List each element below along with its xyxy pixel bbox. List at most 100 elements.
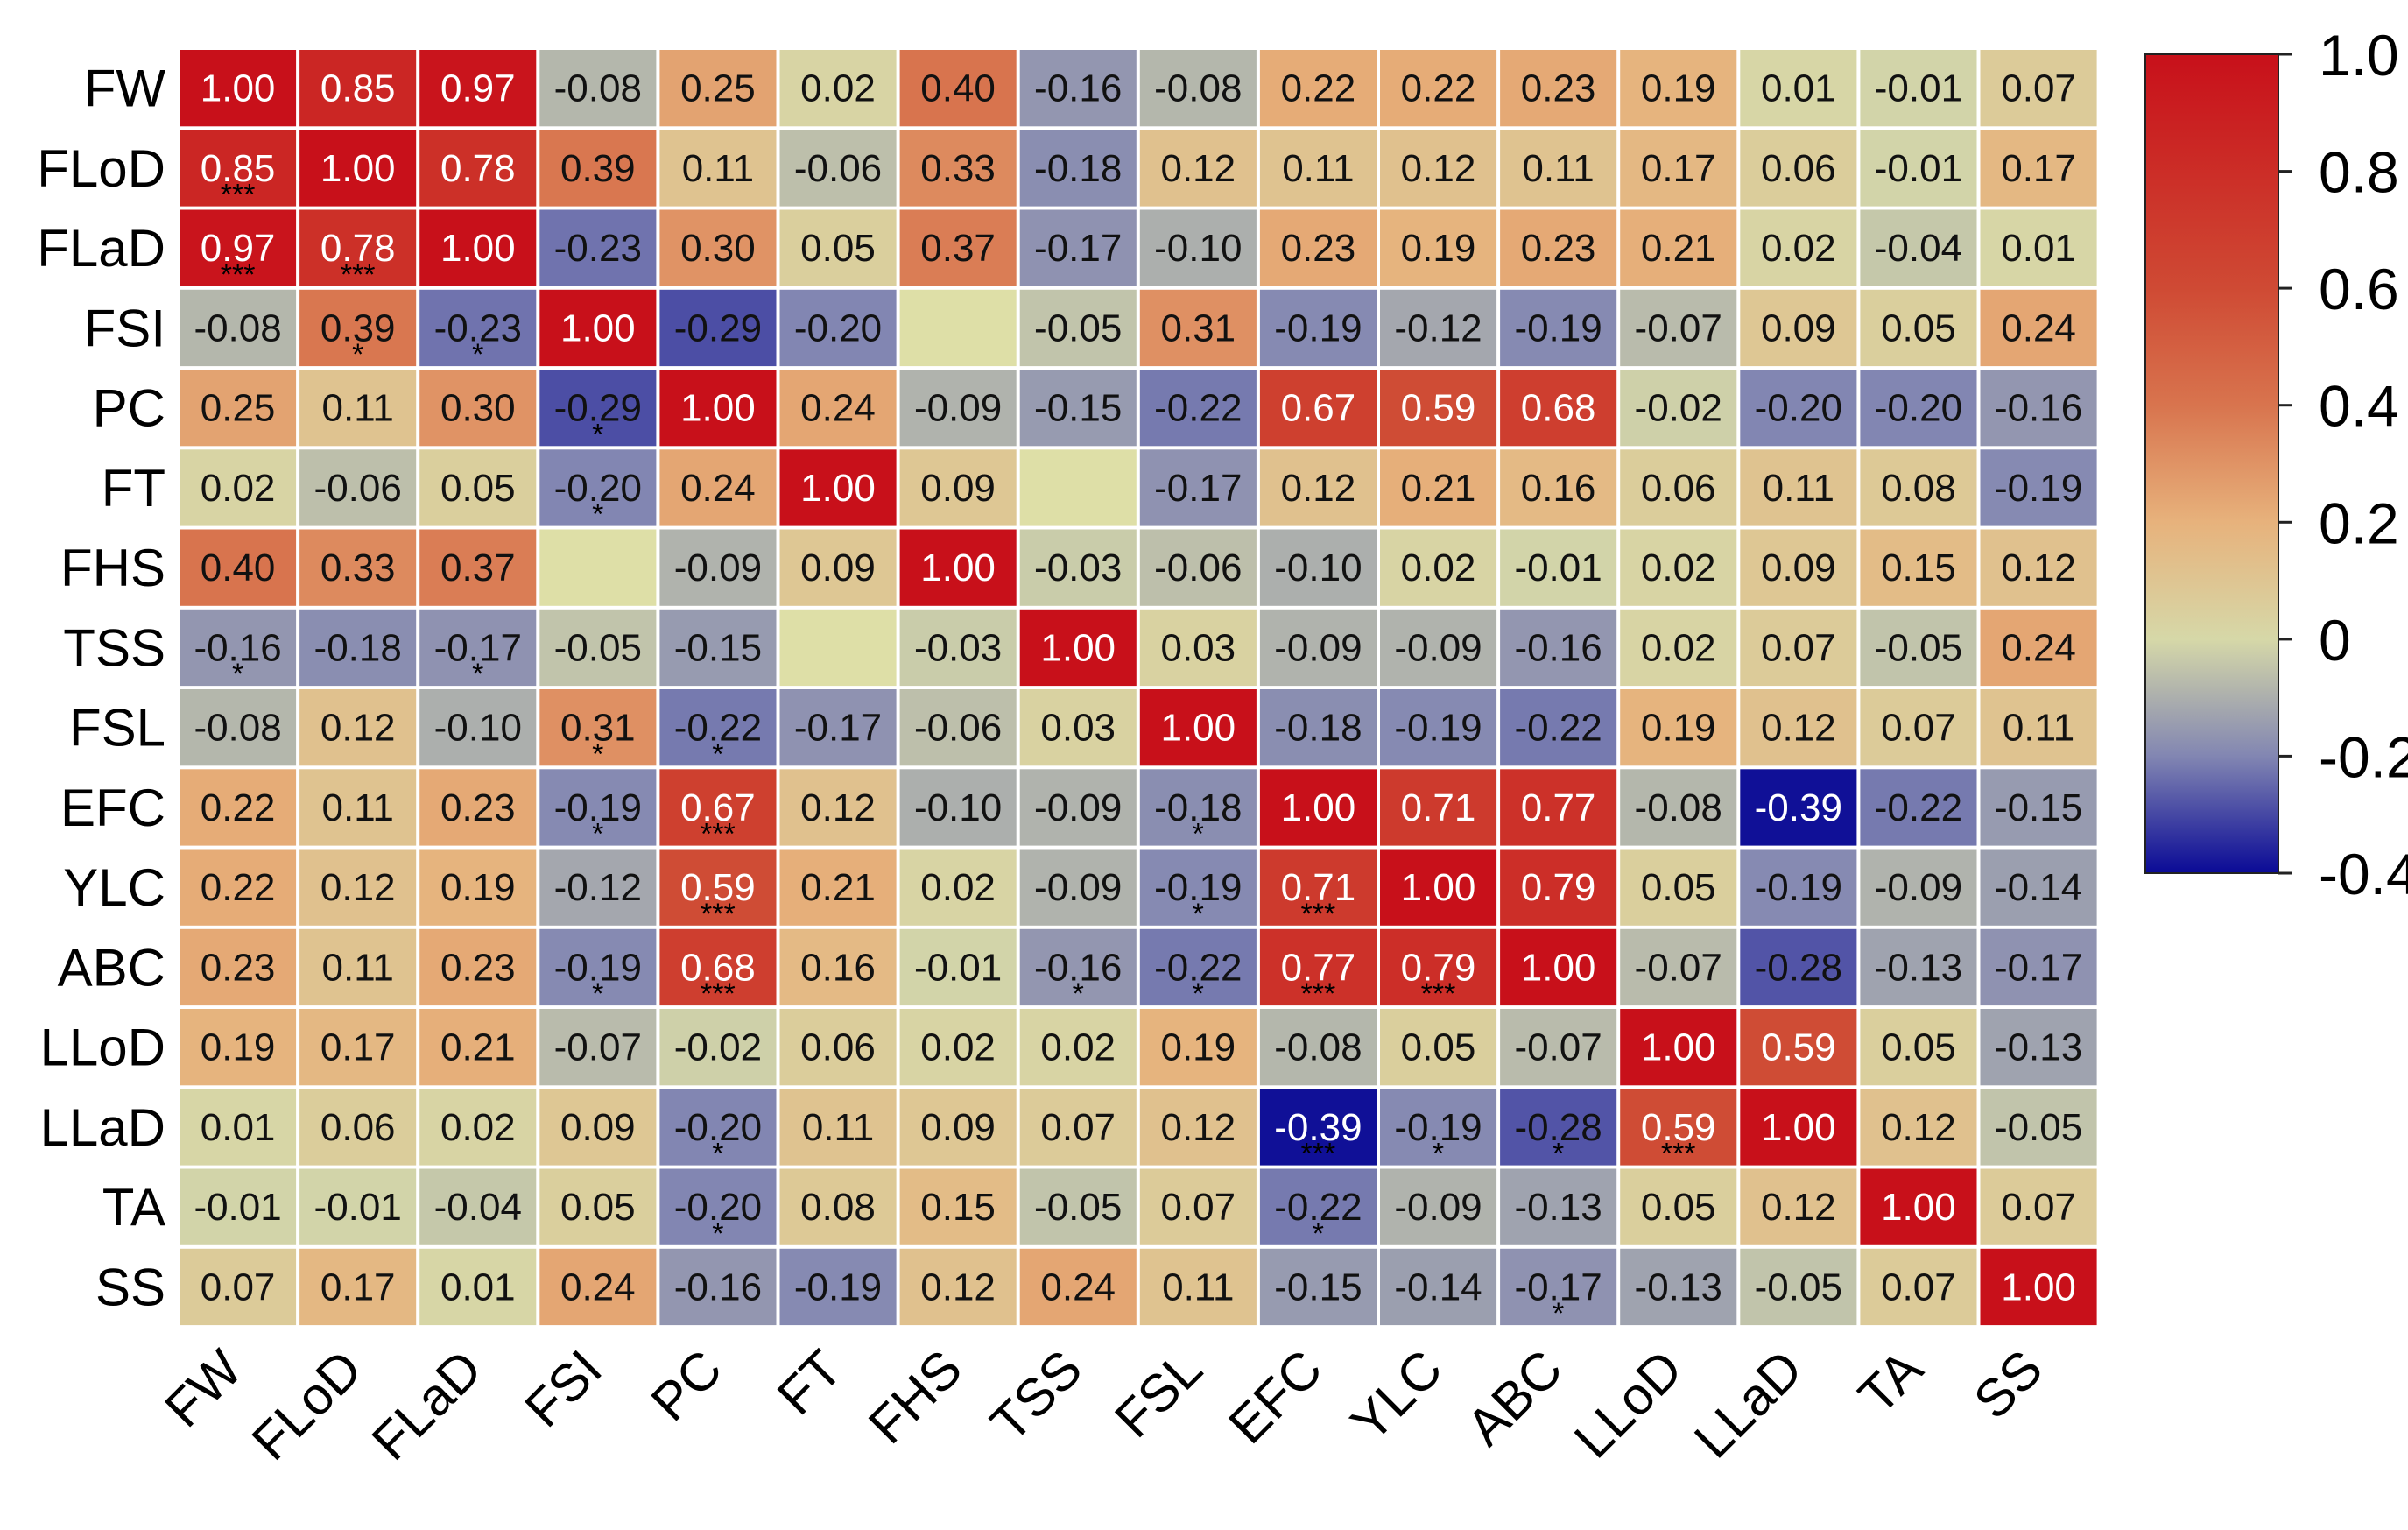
cell-value-label: 0.12 [800, 786, 876, 829]
cell-value-label: -0.15 [674, 626, 762, 669]
cell-value-label: 0.11 [1282, 147, 1354, 190]
heatmap-cell [1620, 449, 1737, 526]
heatmap-cell [1860, 609, 1977, 687]
heatmap-cell [299, 849, 417, 926]
column-label: FW [153, 1339, 253, 1439]
heatmap-cell [1980, 1248, 2097, 1326]
heatmap-cell [1740, 609, 1857, 687]
significance-stars: * [1193, 977, 1204, 1011]
cell-value-label: -0.10 [1274, 546, 1362, 589]
heatmap-cell [1620, 1089, 1737, 1166]
significance-stars: * [592, 498, 603, 532]
significance-stars: * [1433, 1138, 1444, 1171]
cell-value-label: 0.12 [920, 1266, 996, 1308]
cell-value-label: -0.20 [794, 307, 882, 349]
heatmap-cell [1620, 370, 1737, 447]
cell-value-label: -0.04 [1875, 227, 1962, 270]
cell-value-label: -0.05 [1034, 307, 1122, 349]
row-label: FT [102, 459, 165, 518]
heatmap-cell [180, 449, 297, 526]
heatmap-cell [539, 370, 657, 447]
heatmap-cell [659, 50, 777, 127]
heatmap-cell [1980, 1089, 2097, 1166]
heatmap-cell [1740, 769, 1857, 846]
heatmap-cell [1980, 689, 2097, 766]
heatmap-cell [1500, 1009, 1617, 1086]
heatmap-cell [659, 1009, 777, 1086]
cell-value-label: 0.07 [201, 1266, 276, 1308]
cell-value-label: 0.06 [1761, 147, 1836, 190]
heatmap-cell [1139, 529, 1257, 606]
heatmap-cell [539, 289, 657, 367]
heatmap-cell [1620, 1248, 1737, 1326]
heatmap-cell [659, 449, 777, 526]
significance-stars: * [1193, 818, 1204, 851]
heatmap-cell [1139, 449, 1257, 526]
cell-value-label: 0.21 [440, 1026, 516, 1069]
heatmap-cell [899, 1248, 1017, 1326]
heatmap-cell [419, 849, 537, 926]
cell-value-label: -0.08 [1274, 1026, 1362, 1069]
cell-value-label: 1.00 [560, 307, 636, 349]
heatmap-cell [299, 609, 417, 687]
cell-value-label: -0.22 [1274, 1186, 1362, 1229]
significance-stars: * [592, 418, 603, 451]
cell-value-label: -0.13 [1995, 1026, 2082, 1069]
heatmap-cell [779, 289, 897, 367]
heatmap-cell [1860, 529, 1977, 606]
cell-value-label: 0.85 [201, 147, 276, 190]
cell-value-label: 0.07 [2001, 1186, 2076, 1229]
cell-value-label: -0.05 [1995, 1106, 2082, 1149]
heatmap-cell [1139, 1089, 1257, 1166]
cell-value-label: 1.00 [1641, 1026, 1716, 1069]
cell-value-label: -0.01 [1875, 67, 1962, 110]
heatmap-cell [899, 849, 1017, 926]
heatmap-cell [659, 928, 777, 1006]
heatmap-cell [1019, 289, 1137, 367]
heatmap-cell [1139, 609, 1257, 687]
heatmap-cell [1620, 1168, 1737, 1245]
heatmap-cell [1019, 130, 1137, 207]
cell-value-label: -0.20 [674, 1186, 762, 1229]
heatmap-cell [779, 1089, 897, 1166]
column-label: LLaD [1683, 1339, 1813, 1470]
row-label: FSL [69, 699, 165, 758]
heatmap-cell [1860, 370, 1977, 447]
heatmap-cell [299, 50, 417, 127]
cell-value-label: -0.08 [554, 67, 642, 110]
cell-value-label: 1.00 [1160, 707, 1236, 750]
heatmap-cell [1620, 849, 1737, 926]
heatmap-cell [1019, 1248, 1137, 1326]
cell-value-label: -0.19 [1514, 307, 1602, 349]
significance-stars: * [712, 737, 723, 771]
heatmap-cell [659, 769, 777, 846]
cell-value-label: -0.09 [1034, 786, 1122, 829]
significance-stars: *** [1301, 1138, 1336, 1171]
cell-value-label: -0.03 [914, 626, 1002, 669]
row-label: FHS [60, 539, 165, 597]
significance-stars: * [1073, 977, 1084, 1011]
heatmap-cell [779, 209, 897, 286]
column-label: PC [640, 1339, 733, 1432]
heatmap-cell [1860, 449, 1977, 526]
heatmap-cell [1019, 1009, 1137, 1086]
row-label: FLoD [37, 139, 165, 198]
heatmap-cell [299, 689, 417, 766]
heatmap-cell [1380, 609, 1497, 687]
heatmap-cell [1139, 50, 1257, 127]
heatmap-cell [1500, 689, 1617, 766]
heatmap-cell [1259, 1089, 1377, 1166]
heatmap-cell [1380, 849, 1497, 926]
cell-value-label: 0.06 [320, 1106, 396, 1149]
cell-value-label: -0.09 [1274, 626, 1362, 669]
heatmap-cell [1620, 50, 1737, 127]
heatmap-cell [1259, 1168, 1377, 1245]
cell-value-label: -0.05 [1034, 1186, 1122, 1229]
cell-value-label: -0.07 [1635, 946, 1722, 989]
cell-value-label: 0.16 [800, 946, 876, 989]
heatmap-cell [1259, 529, 1377, 606]
cell-value-label: 0.31 [560, 707, 636, 750]
heatmap-cell [539, 130, 657, 207]
cell-value-label: 0.06 [800, 1026, 876, 1069]
cell-value-label: 0.19 [1641, 707, 1716, 750]
